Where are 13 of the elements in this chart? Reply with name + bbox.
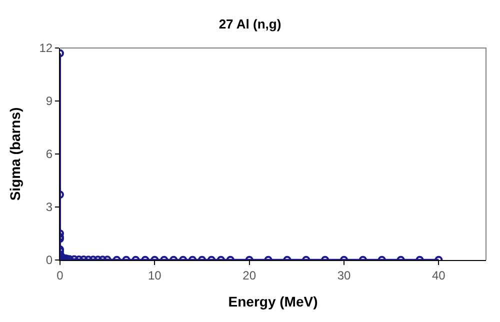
y-tick-label: 12 — [39, 41, 53, 56]
y-tick-label: 3 — [46, 200, 53, 214]
x-tick-label: 30 — [337, 268, 351, 282]
y-axis-title: Sigma (barns) — [6, 107, 23, 201]
y-tick-label: 0 — [46, 253, 53, 268]
x-tick-label: 0 — [56, 268, 64, 282]
y-tick-label: 6 — [46, 147, 53, 162]
chart-title: 27 Al (n,g) — [218, 16, 282, 32]
x-tick-label: 10 — [148, 268, 162, 282]
y-tick-label: 9 — [46, 94, 53, 108]
x-tick-label: 20 — [242, 268, 256, 282]
x-tick-label: 40 — [432, 268, 446, 282]
x-axis-title: Energy (MeV) — [228, 294, 318, 310]
